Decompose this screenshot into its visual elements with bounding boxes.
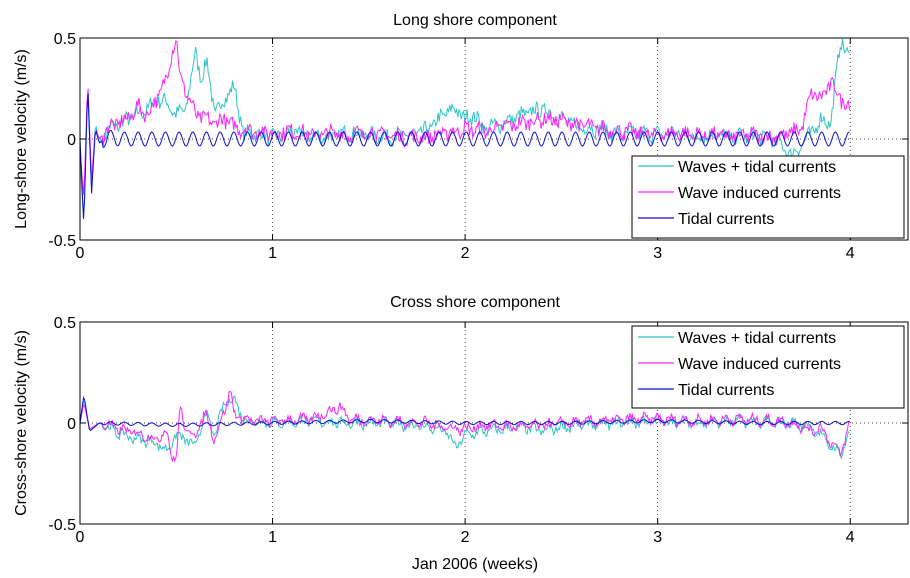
x-tick-label: 4: [846, 245, 855, 262]
legend-box: [631, 325, 905, 409]
y-tick-label: 0: [67, 132, 76, 149]
x-tick-label: 2: [461, 529, 470, 546]
long-shore-ticks: 0 1 2 3 4-0.500.5: [48, 31, 908, 262]
y-tick-label: -0.5: [48, 517, 76, 534]
cross-shore-ylabel: Cross-shore velocity (m/s): [13, 330, 30, 516]
legend-label: Tidal currents: [678, 382, 774, 399]
cross-shore-title: Cross shore component: [390, 294, 560, 311]
legend-label: Wave induced currents: [678, 185, 841, 202]
series-line-2: [80, 39, 850, 195]
figure-xlabel: Jan 2006 (weeks): [412, 556, 538, 573]
x-tick-label: 4: [846, 529, 855, 546]
cross-shore-panel: Cross shore component 0 1 2 3 4-0.500.5 Cros…: [13, 294, 909, 546]
x-tick-label: 0: [76, 245, 85, 262]
y-tick-label: 0: [67, 416, 76, 433]
y-tick-label: 0.5: [54, 315, 76, 332]
cross-shore-ticks: 0 1 2 3 4-0.500.5: [48, 315, 908, 546]
long-shore-ylabel: Long-shore velocity (m/s): [13, 49, 30, 229]
x-tick-label: 3: [653, 529, 662, 546]
x-tick-label: 1: [268, 245, 277, 262]
legend-label: Wave induced currents: [678, 356, 841, 373]
legend-label: Waves + tidal currents: [678, 159, 836, 176]
long-shore-title: Long shore component: [393, 12, 557, 29]
long-shore-series: [80, 38, 850, 220]
series-line-3: [80, 93, 850, 220]
cross-shore-series: [80, 390, 850, 463]
long-shore-legend: Waves + tidal currents Wave induced curre…: [631, 155, 905, 239]
series-line-3: [80, 395, 850, 432]
series-line-2: [80, 390, 850, 463]
x-tick-label: 0: [76, 529, 85, 546]
x-tick-label: 1: [268, 529, 277, 546]
legend-box: [631, 155, 905, 239]
y-tick-label: -0.5: [48, 233, 76, 250]
legend-label: Tidal currents: [678, 211, 774, 228]
x-tick-label: 3: [653, 245, 662, 262]
long-shore-panel: Long shore component 0 1 2 3 4-0.500.5 Long-…: [13, 12, 909, 262]
legend-label: Waves + tidal currents: [678, 330, 836, 347]
x-tick-label: 2: [461, 245, 470, 262]
cross-shore-legend: Waves + tidal currents Wave induced curre…: [631, 325, 905, 409]
y-tick-label: 0.5: [54, 31, 76, 48]
